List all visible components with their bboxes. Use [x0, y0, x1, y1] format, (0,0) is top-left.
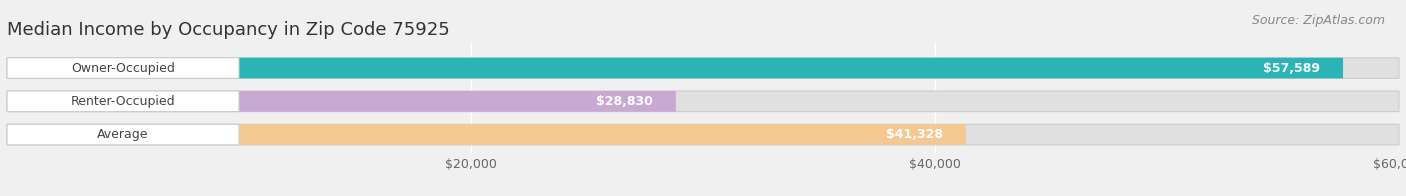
FancyBboxPatch shape: [7, 91, 1399, 112]
Text: Average: Average: [97, 128, 149, 141]
Text: Owner-Occupied: Owner-Occupied: [72, 62, 174, 74]
Text: $41,328: $41,328: [886, 128, 942, 141]
FancyBboxPatch shape: [7, 91, 676, 112]
FancyBboxPatch shape: [7, 124, 966, 145]
Text: $57,589: $57,589: [1263, 62, 1320, 74]
FancyBboxPatch shape: [7, 124, 239, 145]
FancyBboxPatch shape: [7, 91, 239, 112]
Text: Median Income by Occupancy in Zip Code 75925: Median Income by Occupancy in Zip Code 7…: [7, 21, 450, 39]
FancyBboxPatch shape: [7, 58, 1343, 78]
FancyBboxPatch shape: [7, 58, 239, 78]
Text: Renter-Occupied: Renter-Occupied: [70, 95, 176, 108]
Text: $28,830: $28,830: [596, 95, 652, 108]
Text: Source: ZipAtlas.com: Source: ZipAtlas.com: [1251, 14, 1385, 27]
FancyBboxPatch shape: [7, 124, 1399, 145]
FancyBboxPatch shape: [7, 58, 1399, 78]
